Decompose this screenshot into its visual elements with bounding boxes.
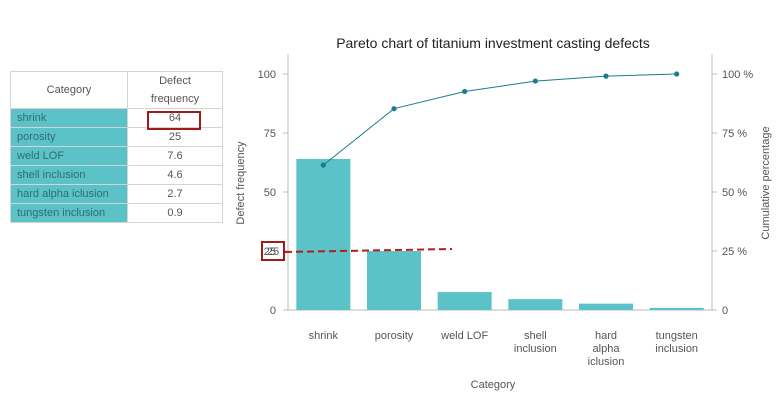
frequency-cell[interactable]: 0.9 [127,203,223,223]
bar [508,299,563,310]
x-axis-title: Category [471,379,516,391]
table-row: hard alpha iclusion 2.7 [10,184,223,204]
frequency-cell[interactable]: 4.6 [127,165,223,185]
reference-value-label: 25 [267,246,279,258]
bar [296,158,351,310]
cumulative-line [323,73,677,166]
table-header-row: Category Defect frequency [10,71,223,109]
table-row: tungsten inclusion 0.9 [10,203,223,223]
cumulative-point [391,106,397,112]
x-tick-label-line: shrink [309,330,339,342]
x-tick-label: shell inclusion [514,330,557,355]
x-tick-label: hard alpha iclusion [588,330,625,368]
bar [367,251,421,310]
x-tick-label: porosity [375,330,414,342]
x-tick-label-line: inclusion [655,343,698,355]
cumulative-point [674,71,680,77]
y-tick-label: 100 [258,69,276,81]
cumulative-point [462,88,468,95]
y-tick-label: 25 [264,246,276,258]
y2-tick-label: 25 % [722,246,747,258]
x-tick-label-line: hard [595,330,617,342]
y-tick-label: 50 [264,187,276,199]
x-tick-label-line: porosity [375,330,414,342]
y2-tick-label: 100 % [722,69,753,81]
data-table: Category Defect frequency shrink 64 poro… [10,71,223,223]
category-cell[interactable]: hard alpha iclusion [10,184,128,204]
category-cell[interactable]: weld LOF [10,146,128,166]
y-tick-label: 0 [270,305,276,317]
category-cell[interactable]: tungsten inclusion [10,203,128,223]
x-tick-label-line: inclusion [514,343,557,355]
frequency-cell[interactable]: 7.6 [127,146,223,166]
bar [437,292,492,310]
y-axis-title: Defect frequency [235,141,247,225]
column-header-category: Category [10,71,128,109]
bar [579,303,633,310]
y2-tick-label: 50 % [722,187,747,199]
cumulative-point [532,78,538,84]
category-cell[interactable]: shrink [10,108,128,128]
x-tick-label: shrink [309,330,339,342]
x-tick-label-line: alpha [593,343,621,355]
y2-tick-label: 0 [722,305,728,317]
x-tick-label-line: weld LOF [440,330,488,342]
y2-axis-title: Cumulative percentage [760,126,772,239]
cumulative-point [603,73,609,79]
column-header-frequency: Defect frequency [127,71,223,109]
x-tick-label: weld LOF [440,330,488,342]
x-tick-label-line: shell [524,330,547,342]
highlighted-cell-outline [147,111,201,130]
x-tick-label-line: tungsten [656,330,698,342]
reference-line [284,248,453,253]
category-cell[interactable]: porosity [10,127,128,147]
y2-tick-label: 75 % [722,128,747,140]
bar [649,307,704,310]
chart-title: Pareto chart of titanium investment cast… [336,35,650,51]
table-row: porosity 25 [10,127,223,147]
reference-value-box [261,241,285,261]
x-tick-label-line: iclusion [588,356,625,368]
cumulative-point [320,162,326,168]
y-tick-label: 75 [264,128,276,140]
x-tick-label: tungsten inclusion [655,330,698,355]
table-row: weld LOF 7.6 [10,146,223,166]
